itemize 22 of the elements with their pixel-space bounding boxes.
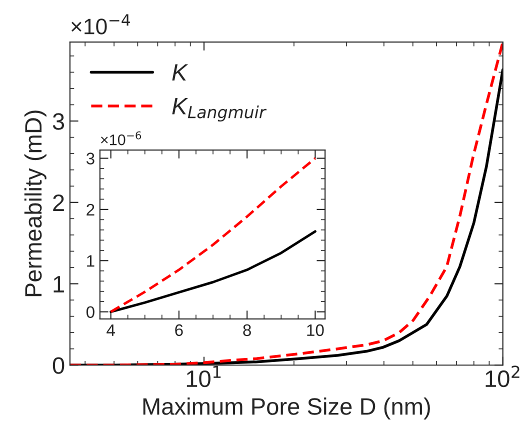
y-tick-label: 3 [86, 152, 94, 164]
legend-label: K [172, 64, 188, 80]
y-tick-label: 2 [86, 204, 94, 216]
y-tick-label: 1 [87, 255, 94, 267]
x-tick-label: 10 [307, 324, 324, 336]
x-tick-label: 10$^{2}$ [486, 366, 520, 388]
x-tick-label: 10$^{1}$ [186, 366, 221, 388]
y-tick-label: 2 [53, 194, 64, 211]
annotation: ×10$^{−6}$ [101, 131, 142, 146]
line-series [110, 230, 316, 314]
y-tick-label: 0 [52, 357, 64, 374]
legend-label: K$_{Langmuir}$ [172, 98, 267, 122]
line-series [110, 157, 316, 314]
y-tick-label: 0 [86, 306, 94, 318]
y-axis-title: Permeability (mD) [24, 110, 46, 296]
text: ×10$^{−4}$ [72, 14, 130, 34]
y-tick-label: 3 [52, 113, 64, 130]
x-tick-label: 6 [175, 324, 183, 336]
y-tick-label: 1 [54, 276, 64, 292]
x-tick-label: 4 [106, 324, 115, 336]
x-tick-label: 8 [243, 324, 251, 336]
x-axis-title: Maximum Pore Size D (nm) [143, 398, 430, 420]
